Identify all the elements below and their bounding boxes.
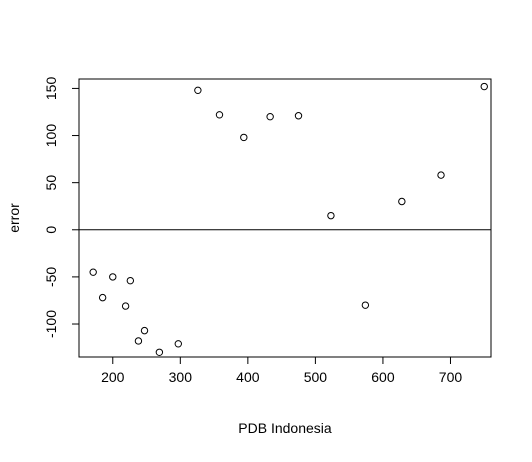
data-point bbox=[89, 268, 97, 276]
data-point bbox=[327, 211, 335, 220]
y-axis: -100 -50 0 50 100 150 bbox=[43, 77, 80, 338]
y-tick-label: -50 bbox=[43, 267, 59, 287]
data-point bbox=[134, 337, 143, 345]
x-axis-label: PDB Indonesia bbox=[238, 420, 332, 436]
y-tick-label: 50 bbox=[43, 175, 59, 191]
x-tick-label: 300 bbox=[169, 369, 193, 385]
data-point bbox=[194, 86, 202, 95]
data-point bbox=[155, 348, 164, 356]
data-point bbox=[361, 301, 370, 309]
data-point bbox=[480, 82, 488, 91]
data-point bbox=[174, 340, 182, 348]
x-tick-label: 600 bbox=[371, 369, 395, 385]
data-point bbox=[398, 197, 406, 206]
data-point bbox=[240, 133, 248, 142]
plot-box bbox=[78, 78, 492, 358]
data-point bbox=[294, 112, 303, 120]
y-tick-label: 100 bbox=[43, 124, 59, 148]
data-point bbox=[437, 171, 445, 179]
data-point bbox=[121, 302, 130, 310]
x-tick-label: 500 bbox=[304, 369, 328, 385]
x-axis: 200 300 400 500 600 700 bbox=[101, 356, 463, 385]
data-point bbox=[140, 326, 149, 335]
data-points bbox=[89, 82, 488, 356]
data-point bbox=[109, 273, 117, 281]
data-point bbox=[98, 293, 107, 302]
x-tick-label: 200 bbox=[101, 369, 125, 385]
y-tick-label: -100 bbox=[43, 310, 59, 338]
y-tick-label: 0 bbox=[43, 226, 59, 234]
x-tick-label: 400 bbox=[236, 369, 260, 385]
data-point bbox=[215, 111, 224, 119]
x-tick-label: 700 bbox=[439, 369, 463, 385]
data-point bbox=[266, 112, 274, 121]
data-point bbox=[126, 276, 135, 285]
y-axis-label: error bbox=[6, 203, 22, 233]
y-tick-label: 150 bbox=[43, 77, 59, 101]
